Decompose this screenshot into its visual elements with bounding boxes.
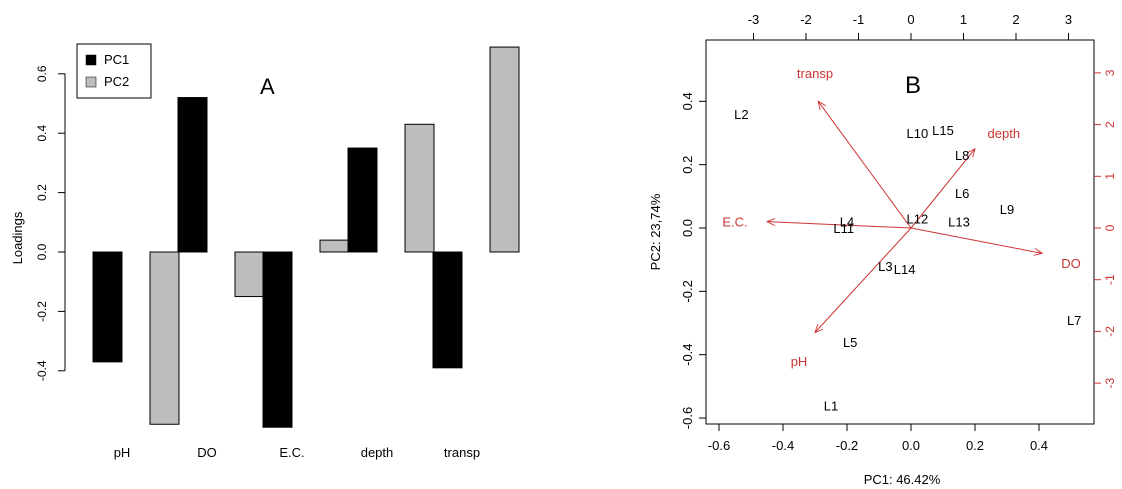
y-tick-label: 0.4 — [35, 125, 49, 142]
vector-label-ph: pH — [791, 354, 808, 369]
vector-arrow-transp — [818, 101, 912, 229]
panel-b-right-axis: -3 -2 -1 0 1 2 3 — [1094, 69, 1117, 388]
y-tick-label: 0.2 — [680, 156, 695, 174]
panel-a-y-axis-label: Loadings — [10, 211, 25, 264]
vector-label-e-c: E.C. — [722, 215, 747, 230]
y-tick-label: 0.4 — [680, 92, 695, 110]
bar-pc1-do — [177, 97, 208, 253]
top-x-tick-label: -1 — [853, 12, 865, 27]
point-label-l8: L8 — [955, 148, 969, 163]
right-y-tick-label: 0 — [1103, 224, 1117, 231]
y-tick-label: 0.0 — [35, 243, 49, 260]
legend-box — [76, 43, 152, 99]
bar-pc2-ph — [149, 251, 180, 425]
panel-a-bars — [92, 46, 520, 428]
right-y-tick-label: -3 — [1103, 377, 1117, 388]
panel-b-x-axis-label: PC1: 46.42% — [864, 472, 941, 487]
right-y-tick-label: 1 — [1103, 173, 1117, 180]
point-label-l1: L1 — [824, 398, 838, 413]
x-tick-label: -0.6 — [708, 438, 730, 453]
x-tick-label: 0.0 — [902, 438, 920, 453]
bar-pc2-do — [234, 251, 265, 298]
point-label-l4: L4 — [840, 215, 854, 230]
category-label-transp: transp — [444, 445, 480, 460]
y-tick-label: -0.4 — [35, 360, 49, 381]
legend-label-pc1: PC1 — [104, 52, 129, 67]
vector-arrow-ph — [815, 227, 912, 333]
bar-pc1-transp — [432, 251, 463, 369]
y-tick-label: -0.2 — [680, 280, 695, 302]
point-label-l2: L2 — [734, 107, 748, 122]
legend-swatch-pc2 — [85, 76, 97, 88]
right-y-tick-label: -2 — [1103, 326, 1117, 337]
x-tick-label: -0.4 — [772, 438, 794, 453]
panel-b-plot-frame — [705, 39, 1095, 425]
panel-b-sample-points: L1 L2 L3 L4 L5 L6 L7 L8 L9 L10 L11 L12 L13 L14 L15 — [734, 107, 1081, 413]
x-tick-label: 0.4 — [1030, 438, 1048, 453]
y-tick-label: -0.2 — [35, 301, 49, 322]
category-label-do: DO — [197, 445, 217, 460]
point-label-l5: L5 — [843, 335, 857, 350]
top-x-tick-label: 2 — [1012, 12, 1019, 27]
bar-pc1-e-c — [262, 251, 293, 428]
point-label-l10: L10 — [907, 126, 929, 141]
y-tick-label: 0.2 — [35, 184, 49, 201]
point-label-l9: L9 — [1000, 202, 1014, 217]
point-label-l6: L6 — [955, 186, 969, 201]
x-tick-label: 0.2 — [966, 438, 984, 453]
panel-b-biplot: B PC1: 46.42% PC2: 23,74% -0.6 -0.4 -0.2 0.… — [648, 12, 1117, 487]
point-label-l11: L11 — [833, 221, 854, 236]
y-tick-label: 0.0 — [680, 219, 695, 237]
vector-label-depth: depth — [988, 126, 1021, 141]
y-tick-label: -0.4 — [680, 343, 695, 365]
top-x-tick-label: 0 — [907, 12, 914, 27]
panel-a-category-labels: pH DO E.C. depth transp — [114, 445, 480, 460]
top-x-tick-label: 1 — [960, 12, 967, 27]
top-x-tick-label: -3 — [748, 12, 760, 27]
vector-arrow-depth — [910, 149, 975, 229]
panel-b-left-axis: -0.6 -0.4 -0.2 0.0 0.2 0.4 — [680, 92, 706, 429]
legend-swatch-pc1 — [85, 54, 97, 66]
top-x-tick-label: -2 — [800, 12, 812, 27]
panel-a-loadings-chart: A Loadings -0.4 -0.2 0.0 0.2 0.4 0.6 pH DO E.C.… — [10, 43, 520, 460]
panel-b-loading-vectors: transp depth E.C. DO pH — [722, 66, 1080, 369]
y-tick-label: 0.6 — [35, 65, 49, 82]
legend-label-pc2: PC2 — [104, 74, 129, 89]
point-label-l13: L13 — [948, 215, 970, 230]
right-y-tick-label: -1 — [1103, 274, 1117, 285]
point-label-l12: L12 — [907, 211, 929, 226]
panel-b-label: B — [905, 72, 921, 99]
bar-pc1-ph — [92, 251, 123, 363]
bar-pc2-depth — [404, 123, 435, 253]
bar-pc2-transp — [489, 46, 520, 253]
x-tick-label: -0.2 — [836, 438, 858, 453]
vector-label-transp: transp — [797, 66, 833, 81]
top-x-tick-label: 3 — [1065, 12, 1072, 27]
panel-a-legend: PC1 PC2 — [76, 43, 152, 99]
point-label-l15: L15 — [932, 123, 954, 138]
category-label-ph: pH — [114, 445, 131, 460]
bar-pc2-e-c — [319, 239, 350, 253]
vector-arrow-do — [910, 227, 1042, 253]
point-label-l7: L7 — [1067, 313, 1081, 328]
panel-a-label: A — [260, 74, 275, 99]
panel-b-bottom-axis: -0.6 -0.4 -0.2 0.0 0.2 0.4 — [708, 424, 1048, 453]
vector-arrow-e-c — [767, 222, 912, 229]
y-tick-label: -0.6 — [680, 407, 695, 429]
bar-pc1-depth — [347, 147, 378, 253]
category-label-depth: depth — [361, 445, 394, 460]
panel-b-y-axis-label: PC2: 23,74% — [648, 193, 663, 270]
category-label-e-c: E.C. — [279, 445, 304, 460]
point-label-l14: L14 — [894, 262, 916, 277]
panel-a-y-axis: -0.4 -0.2 0.0 0.2 0.4 0.6 — [35, 65, 66, 381]
point-label-l3: L3 — [878, 259, 892, 274]
panel-b-top-axis: -3 -2 -1 0 1 2 3 — [748, 12, 1072, 40]
vector-label-do: DO — [1061, 256, 1081, 271]
right-y-tick-label: 3 — [1103, 69, 1117, 76]
right-y-tick-label: 2 — [1103, 121, 1117, 128]
